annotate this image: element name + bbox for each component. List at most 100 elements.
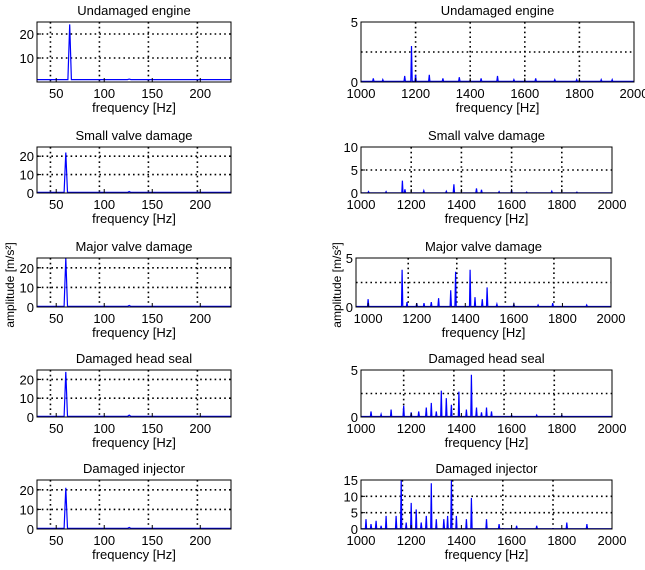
y-tick-label: 0 — [351, 522, 358, 537]
x-tick-label: 100 — [93, 197, 115, 212]
x-tick-label: 100 — [93, 311, 115, 326]
y-tick-label: 0 — [27, 300, 34, 315]
chart-title: Undamaged engine — [77, 3, 190, 18]
y-tick-label: 10 — [20, 51, 34, 66]
axes-frame — [360, 369, 613, 418]
x-tick-label: 150 — [141, 311, 163, 326]
x-tick-label: 200 — [189, 197, 211, 212]
x-tick-label: 1800 — [547, 421, 576, 436]
y-tick-label: 0 — [346, 300, 353, 315]
x-tick-label: 200 — [189, 421, 211, 436]
axes-frame — [360, 21, 635, 83]
x-tick-label: 1400 — [456, 86, 485, 101]
x-tick-label: 1600 — [497, 197, 526, 212]
chart-title: Damaged injector — [436, 461, 539, 476]
x-axis-label: frequency [Hz] — [92, 435, 176, 450]
axes-frame — [36, 21, 232, 83]
x-axis-label: frequency [Hz] — [456, 100, 540, 115]
x-tick-label: 150 — [141, 421, 163, 436]
x-tick-label: 1800 — [547, 197, 576, 212]
x-tick-label: 1200 — [397, 421, 426, 436]
x-tick-label: 150 — [141, 197, 163, 212]
plot-area — [361, 22, 634, 82]
y-tick-label: 20 — [20, 483, 34, 498]
chart-title: Damaged injector — [83, 461, 186, 476]
x-tick-label: 1000 — [354, 311, 383, 326]
chart-title: Undamaged engine — [441, 3, 554, 18]
x-tick-label: 100 — [93, 421, 115, 436]
x-tick-label: 150 — [141, 533, 163, 548]
x-tick-label: 1800 — [547, 533, 576, 548]
plot-area — [37, 258, 231, 307]
x-tick-label: 2000 — [598, 421, 627, 436]
x-axis-label: frequency [Hz] — [445, 211, 529, 226]
x-tick-label: 200 — [189, 533, 211, 548]
x-tick-label: 2000 — [620, 86, 645, 101]
x-tick-label: 1200 — [401, 86, 430, 101]
x-tick-label: 50 — [49, 86, 63, 101]
axes-frame — [36, 146, 232, 194]
x-tick-label: 1800 — [565, 86, 594, 101]
y-tick-label: 5 — [351, 363, 358, 378]
x-tick-label: 1400 — [451, 311, 480, 326]
axes-frame — [36, 369, 232, 418]
x-tick-label: 2000 — [598, 533, 627, 548]
x-axis-label: frequency [Hz] — [445, 435, 529, 450]
chart-title: Major valve damage — [425, 239, 542, 254]
x-tick-label: 1000 — [347, 86, 376, 101]
x-tick-label: 100 — [93, 533, 115, 548]
x-tick-label: 50 — [49, 197, 63, 212]
x-tick-label: 150 — [141, 86, 163, 101]
y-tick-label: 10 — [344, 489, 358, 504]
plot-area — [37, 370, 231, 417]
x-tick-label: 1200 — [397, 533, 426, 548]
x-tick-label: 1200 — [397, 197, 426, 212]
x-tick-label: 200 — [189, 311, 211, 326]
spectrum-line — [37, 257, 231, 307]
y-tick-label: 5 — [351, 15, 358, 30]
x-tick-label: 1000 — [347, 421, 376, 436]
y-tick-label: 10 — [20, 168, 34, 183]
y-tick-label: 5 — [351, 163, 358, 178]
x-tick-label: 100 — [93, 86, 115, 101]
x-tick-label: 1800 — [548, 311, 577, 326]
x-tick-label: 1400 — [447, 421, 476, 436]
x-axis-label: frequency [Hz] — [92, 211, 176, 226]
y-axis-label-right: amplitude [m/s²] — [330, 242, 344, 327]
x-axis-label: frequency [Hz] — [445, 547, 529, 562]
plot-area — [37, 22, 231, 82]
spectrum-line — [37, 371, 231, 417]
y-tick-label: 0 — [27, 186, 34, 201]
y-tick-label: 10 — [344, 140, 358, 155]
y-tick-label: 5 — [351, 506, 358, 521]
x-tick-label: 1000 — [347, 197, 376, 212]
y-tick-label: 10 — [20, 502, 34, 517]
x-axis-label: frequency [Hz] — [442, 325, 526, 340]
y-tick-label: 0 — [351, 75, 358, 90]
y-tick-label: 10 — [20, 391, 34, 406]
x-axis-label: frequency [Hz] — [92, 325, 176, 340]
x-tick-label: 1600 — [497, 533, 526, 548]
y-tick-label: 5 — [346, 251, 353, 266]
plot-area — [37, 480, 231, 529]
axes-frame — [36, 479, 232, 530]
axes-frame — [36, 257, 232, 308]
y-tick-label: 20 — [20, 261, 34, 276]
x-axis-label: frequency [Hz] — [92, 100, 176, 115]
chart-title: Damaged head seal — [428, 351, 544, 366]
x-tick-label: 50 — [49, 311, 63, 326]
chart-title: Major valve damage — [75, 239, 192, 254]
y-tick-label: 0 — [27, 410, 34, 425]
y-tick-label: 15 — [344, 473, 358, 488]
x-tick-label: 1600 — [510, 86, 539, 101]
spectrum-line — [37, 152, 231, 193]
x-tick-label: 1600 — [497, 421, 526, 436]
chart-title: Damaged head seal — [76, 351, 192, 366]
x-tick-label: 2000 — [597, 311, 626, 326]
x-tick-label: 50 — [49, 533, 63, 548]
y-tick-label: 0 — [27, 522, 34, 537]
y-axis-label-left: amplitude [m/s²] — [3, 242, 17, 327]
x-tick-label: 2000 — [598, 197, 627, 212]
